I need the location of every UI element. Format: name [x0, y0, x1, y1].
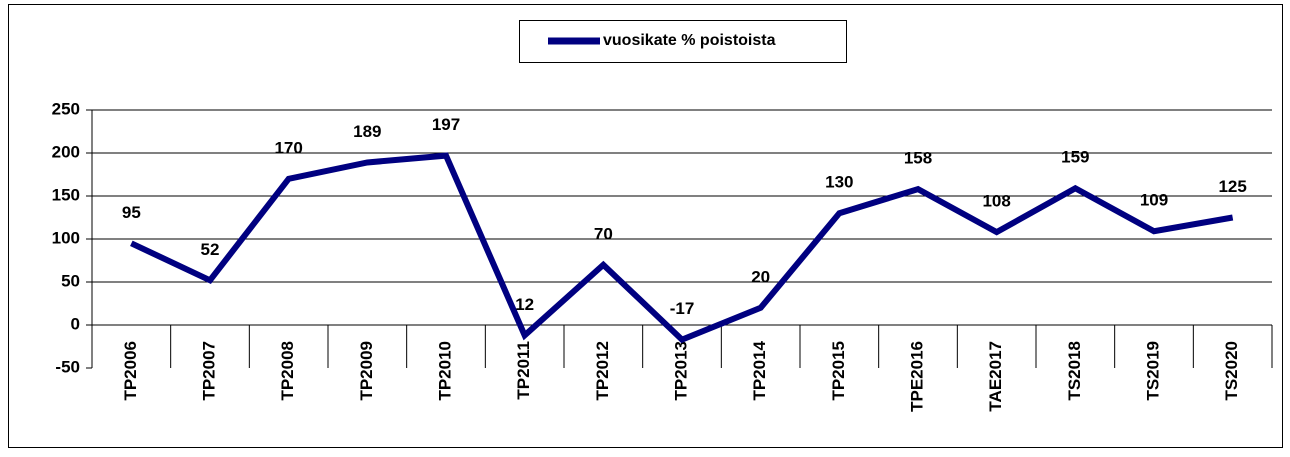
- x-tick-label: TS2020: [1222, 341, 1241, 401]
- x-tick-label: TP2011: [514, 341, 533, 400]
- data-label: -17: [670, 299, 695, 318]
- data-label: 95: [122, 203, 141, 222]
- data-label: 158: [904, 149, 932, 168]
- line: [130, 152, 1234, 344]
- x-tick-label: TS2019: [1143, 341, 1162, 401]
- y-tick-label: 150: [52, 185, 80, 204]
- x-tick-label: TP2015: [829, 341, 848, 401]
- y-tick-label: 50: [61, 271, 80, 290]
- y-tick-label: -50: [55, 357, 80, 376]
- data-label: 108: [982, 192, 1010, 211]
- x-tick-label: TP2009: [357, 341, 376, 401]
- data-label: 189: [353, 122, 381, 141]
- data-label: 20: [751, 267, 770, 286]
- y-tick-label: 100: [52, 228, 80, 247]
- data-label: 52: [201, 240, 220, 259]
- x-tick-label: TP2006: [121, 341, 140, 401]
- legend-label: vuosikate % poistoista: [603, 32, 776, 49]
- data-label: 125: [1218, 177, 1246, 196]
- data-label: 109: [1140, 191, 1168, 210]
- x-tick-label: TP2007: [199, 341, 218, 401]
- y-tick-label: 0: [71, 314, 80, 333]
- data-label: 12: [515, 295, 534, 314]
- data-label: 170: [274, 138, 302, 157]
- x-tick-label: TAE2017: [986, 341, 1005, 412]
- chart-border: [8, 4, 1283, 448]
- y-tick-label: 250: [52, 99, 80, 118]
- data-label: 197: [432, 115, 460, 134]
- x-tick-label: TPE2016: [907, 341, 926, 412]
- x-tick-label: TP2010: [435, 341, 454, 401]
- x-tick-label: TP2013: [671, 341, 690, 401]
- data-label: 130: [825, 173, 853, 192]
- y-tick-label: 200: [52, 142, 80, 161]
- x-tick-label: TP2012: [593, 341, 612, 401]
- data-label: 159: [1061, 148, 1089, 167]
- x-tick-label: TS2018: [1065, 341, 1084, 401]
- x-tick-label: TP2008: [278, 341, 297, 401]
- x-tick-label: TP2014: [750, 340, 769, 400]
- data-label: 70: [594, 224, 613, 243]
